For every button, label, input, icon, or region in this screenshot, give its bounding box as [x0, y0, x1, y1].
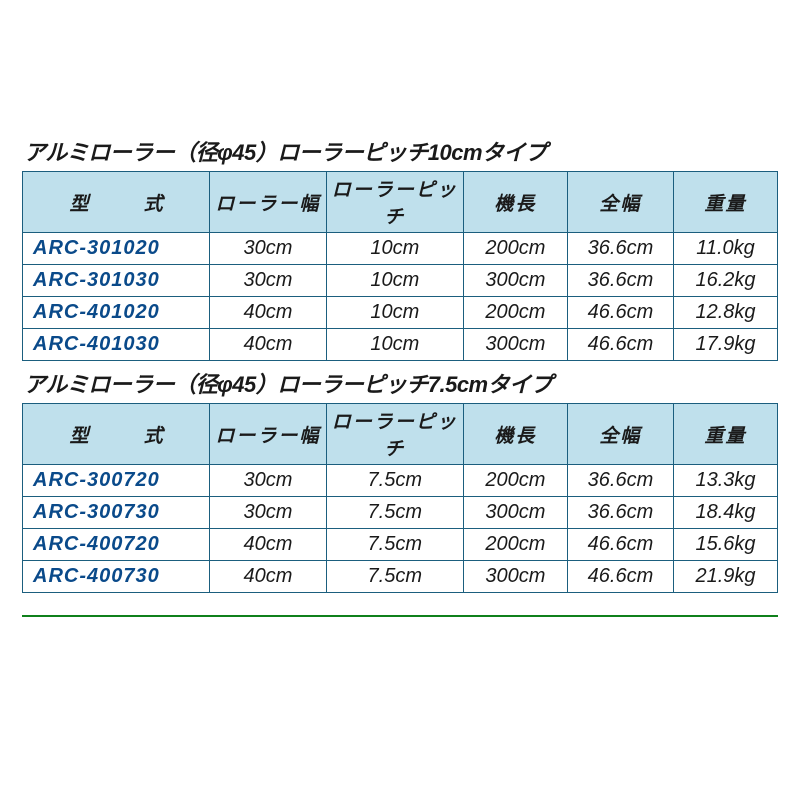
col-full-width: 全幅	[567, 172, 673, 233]
cell-length: 300cm	[463, 329, 567, 361]
col-model: 型 式	[23, 404, 210, 465]
cell-full-width: 36.6cm	[567, 233, 673, 265]
cell-full-width: 46.6cm	[567, 529, 673, 561]
divider-line	[22, 615, 778, 617]
cell-weight: 12.8kg	[673, 297, 777, 329]
cell-full-width: 46.6cm	[567, 329, 673, 361]
cell-weight: 16.2kg	[673, 265, 777, 297]
cell-full-width: 36.6cm	[567, 497, 673, 529]
cell-weight: 21.9kg	[673, 561, 777, 593]
table-row: ARC-401020 40cm 10cm 200cm 46.6cm 12.8kg	[23, 297, 778, 329]
cell-weight: 17.9kg	[673, 329, 777, 361]
cell-full-width: 46.6cm	[567, 561, 673, 593]
cell-roller-width: 40cm	[210, 561, 326, 593]
cell-roller-pitch: 10cm	[326, 329, 463, 361]
cell-weight: 18.4kg	[673, 497, 777, 529]
spec-table-1: 型 式 ローラー幅 ローラーピッチ 機長 全幅 重量 ARC-301020 30…	[22, 171, 778, 361]
col-weight: 重量	[673, 404, 777, 465]
table-header-row: 型 式 ローラー幅 ローラーピッチ 機長 全幅 重量	[23, 404, 778, 465]
col-roller-pitch: ローラーピッチ	[326, 172, 463, 233]
cell-roller-pitch: 7.5cm	[326, 497, 463, 529]
table-header-row: 型 式 ローラー幅 ローラーピッチ 機長 全幅 重量	[23, 172, 778, 233]
table-row: ARC-300730 30cm 7.5cm 300cm 36.6cm 18.4k…	[23, 497, 778, 529]
cell-length: 300cm	[463, 497, 567, 529]
cell-length: 200cm	[463, 529, 567, 561]
cell-roller-pitch: 7.5cm	[326, 529, 463, 561]
cell-roller-width: 30cm	[210, 265, 326, 297]
col-full-width: 全幅	[567, 404, 673, 465]
cell-roller-width: 40cm	[210, 529, 326, 561]
table-row: ARC-401030 40cm 10cm 300cm 46.6cm 17.9kg	[23, 329, 778, 361]
table-row: ARC-301030 30cm 10cm 300cm 36.6cm 16.2kg	[23, 265, 778, 297]
cell-full-width: 36.6cm	[567, 265, 673, 297]
cell-full-width: 36.6cm	[567, 465, 673, 497]
cell-model: ARC-400730	[23, 561, 210, 593]
table-row: ARC-300720 30cm 7.5cm 200cm 36.6cm 13.3k…	[23, 465, 778, 497]
table-row: ARC-301020 30cm 10cm 200cm 36.6cm 11.0kg	[23, 233, 778, 265]
cell-model: ARC-300730	[23, 497, 210, 529]
cell-model: ARC-401020	[23, 297, 210, 329]
cell-model: ARC-400720	[23, 529, 210, 561]
col-model: 型 式	[23, 172, 210, 233]
cell-full-width: 46.6cm	[567, 297, 673, 329]
cell-roller-width: 30cm	[210, 497, 326, 529]
cell-roller-pitch: 7.5cm	[326, 465, 463, 497]
cell-model: ARC-300720	[23, 465, 210, 497]
cell-roller-width: 40cm	[210, 297, 326, 329]
cell-roller-pitch: 10cm	[326, 297, 463, 329]
section2-title: アルミローラー（径φ45）ローラーピッチ7.5cmタイプ	[24, 367, 778, 399]
cell-length: 300cm	[463, 561, 567, 593]
cell-weight: 13.3kg	[673, 465, 777, 497]
table-row: ARC-400720 40cm 7.5cm 200cm 46.6cm 15.6k…	[23, 529, 778, 561]
cell-roller-width: 30cm	[210, 233, 326, 265]
cell-roller-pitch: 10cm	[326, 265, 463, 297]
cell-length: 200cm	[463, 465, 567, 497]
cell-length: 300cm	[463, 265, 567, 297]
cell-roller-width: 40cm	[210, 329, 326, 361]
col-roller-width: ローラー幅	[210, 404, 326, 465]
col-roller-pitch: ローラーピッチ	[326, 404, 463, 465]
spec-table-2: 型 式 ローラー幅 ローラーピッチ 機長 全幅 重量 ARC-300720 30…	[22, 403, 778, 593]
table-row: ARC-400730 40cm 7.5cm 300cm 46.6cm 21.9k…	[23, 561, 778, 593]
cell-model: ARC-301030	[23, 265, 210, 297]
cell-roller-pitch: 10cm	[326, 233, 463, 265]
col-length: 機長	[463, 172, 567, 233]
cell-length: 200cm	[463, 297, 567, 329]
cell-model: ARC-301020	[23, 233, 210, 265]
cell-model: ARC-401030	[23, 329, 210, 361]
section1-title: アルミローラー（径φ45）ローラーピッチ10cmタイプ	[24, 135, 778, 167]
cell-roller-width: 30cm	[210, 465, 326, 497]
cell-roller-pitch: 7.5cm	[326, 561, 463, 593]
cell-length: 200cm	[463, 233, 567, 265]
col-length: 機長	[463, 404, 567, 465]
cell-weight: 15.6kg	[673, 529, 777, 561]
cell-weight: 11.0kg	[673, 233, 777, 265]
col-weight: 重量	[673, 172, 777, 233]
col-roller-width: ローラー幅	[210, 172, 326, 233]
